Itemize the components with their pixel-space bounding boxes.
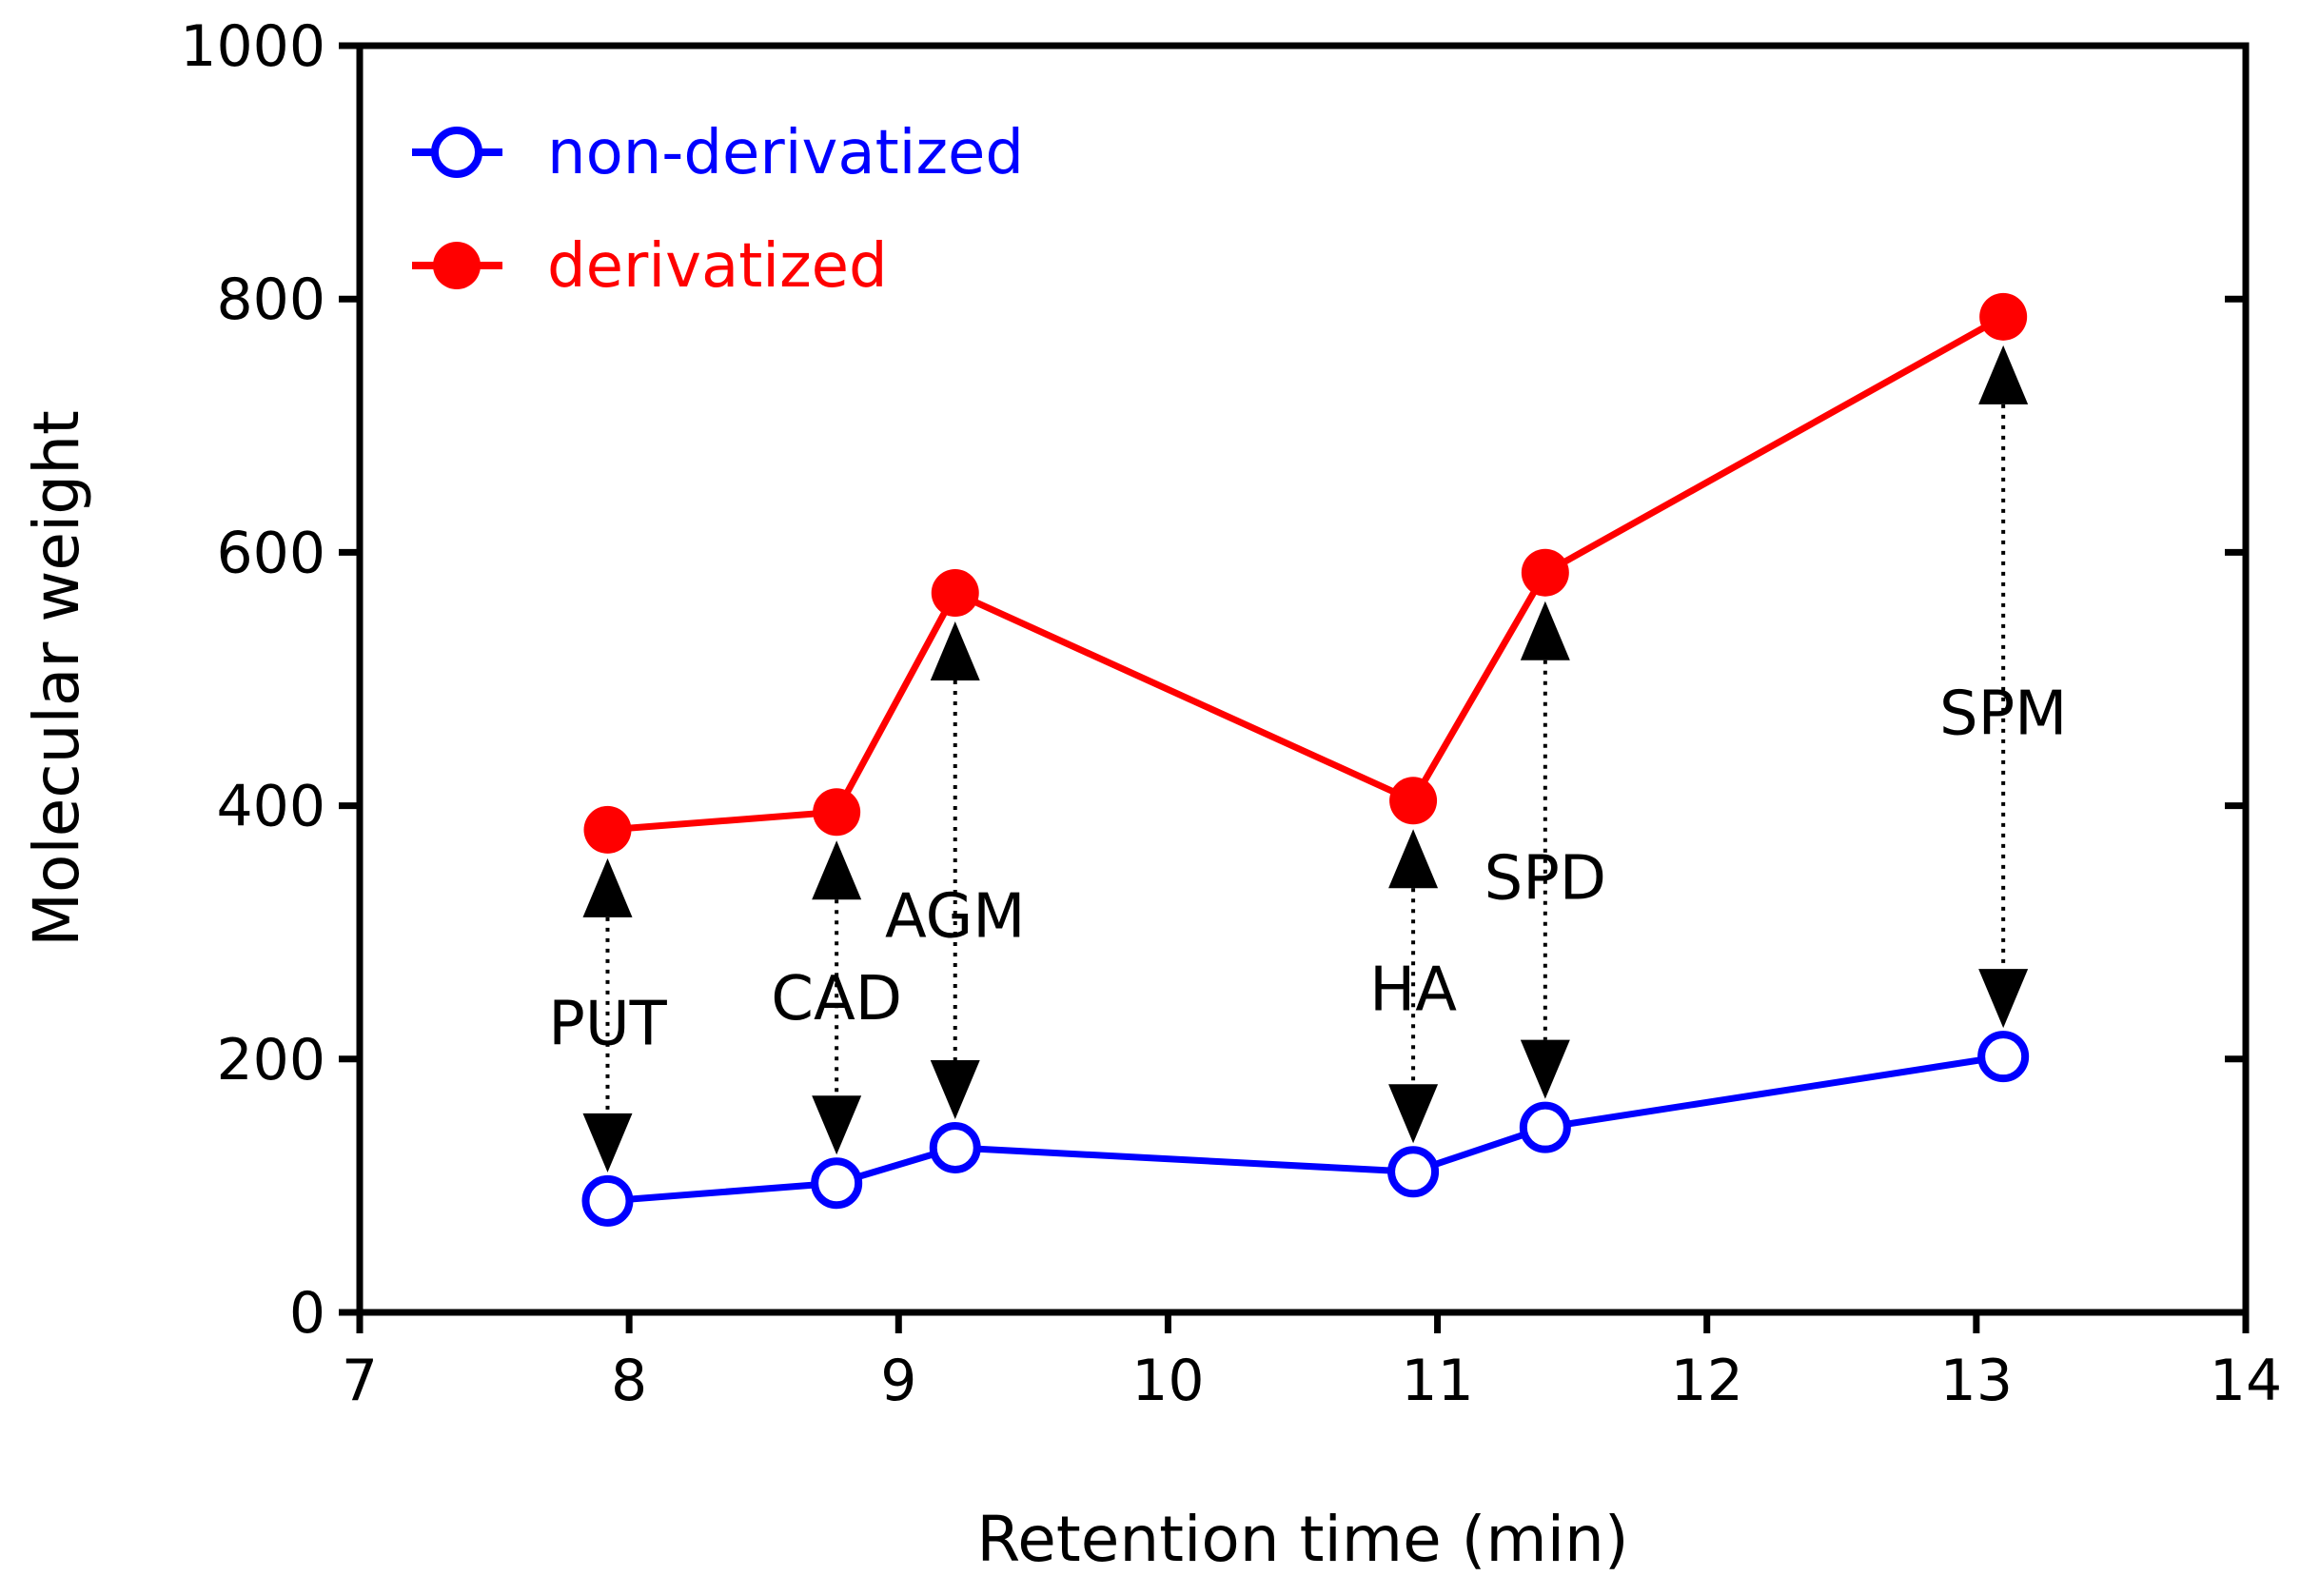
- x-tick-label: 10: [1131, 1348, 1204, 1414]
- arrow-head-down-put: [582, 1113, 633, 1172]
- x-tick-label: 11: [1401, 1348, 1473, 1414]
- arrow-head-up-put: [582, 857, 633, 917]
- arrow-head-up-agm: [930, 621, 980, 680]
- data-point-non-derivatized: [811, 1157, 863, 1210]
- data-point-non-derivatized: [1519, 1101, 1571, 1153]
- arrow-head-up-spm: [1978, 345, 2029, 404]
- data-point-derivatized: [1521, 548, 1569, 597]
- axes-layer: 7 8 9 10 11 12 13 14 0 200 400 600 800 1000: [180, 13, 2282, 1414]
- annotation-label-spm: SPM: [1939, 679, 2067, 749]
- arrow-head-down-agm: [930, 1059, 980, 1119]
- legend-marker-non-derivatized: [431, 127, 482, 178]
- x-tick-label: 7: [342, 1348, 378, 1414]
- x-tick-label: 13: [1940, 1348, 2013, 1414]
- annotation-label-agm: AGM: [885, 881, 1025, 952]
- series-line-non-derivatized: [607, 1053, 2004, 1205]
- data-point-derivatized: [1389, 777, 1438, 825]
- y-axis-title: Molecular weight: [20, 410, 93, 947]
- data-point-derivatized: [1979, 292, 2028, 341]
- data-point-non-derivatized: [581, 1174, 634, 1227]
- y-tick-label: 200: [216, 1027, 325, 1094]
- data-point-derivatized: [813, 788, 861, 837]
- data-point-non-derivatized: [1387, 1146, 1440, 1198]
- x-tick-label: 14: [2210, 1348, 2282, 1414]
- y-tick-label: 400: [216, 774, 325, 840]
- arrow-head-up-spd: [1520, 601, 1570, 660]
- annotation-label-spd: SPD: [1484, 843, 1607, 914]
- y-tick-label: 800: [216, 266, 325, 333]
- plot-frame: [356, 42, 2250, 1316]
- arrow-head-down-spd: [1520, 1039, 1570, 1099]
- legend-label-non-derivatized: non-derivatized: [547, 118, 1024, 188]
- y-tick-label: 1000: [180, 13, 325, 80]
- data-point-non-derivatized: [1977, 1031, 2030, 1083]
- y-tick-label: 600: [216, 520, 325, 586]
- annotation-label-put: PUT: [548, 990, 667, 1060]
- x-axis-title: Retention time (min): [976, 1503, 1628, 1576]
- legend: non-derivatized derivatized: [412, 118, 1024, 302]
- legend-marker-derivatized: [433, 242, 481, 289]
- data-point-derivatized: [583, 805, 632, 854]
- y-tick-label: 0: [289, 1280, 325, 1347]
- x-tick-label: 8: [611, 1348, 647, 1414]
- x-tick-label: 9: [880, 1348, 916, 1414]
- arrow-head-down-cad: [812, 1095, 862, 1155]
- annotation-label-ha: HA: [1369, 956, 1457, 1026]
- arrow-head-up-ha: [1388, 829, 1439, 889]
- data-point-derivatized: [931, 568, 979, 617]
- series-layer: [581, 292, 2030, 1227]
- legend-label-derivatized: derivatized: [547, 231, 888, 302]
- data-point-non-derivatized: [929, 1121, 981, 1173]
- arrow-head-down-spm: [1978, 969, 2029, 1029]
- annotations-layer: PUT CAD AGM HA SPD SPM: [548, 345, 2067, 1172]
- arrow-head-up-cad: [812, 840, 862, 900]
- series-line-derivatized: [607, 313, 2005, 834]
- x-tick-label: 12: [1671, 1348, 1743, 1414]
- annotation-label-cad: CAD: [771, 964, 902, 1034]
- arrow-head-down-ha: [1388, 1084, 1439, 1144]
